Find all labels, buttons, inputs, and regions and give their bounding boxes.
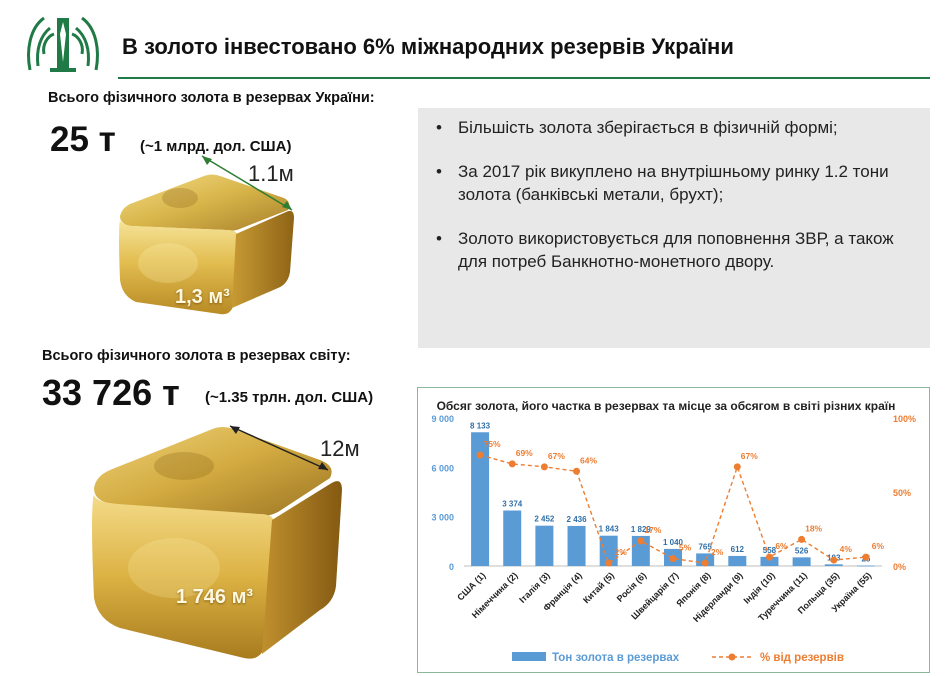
- world-gold-cube-image: [84, 418, 354, 673]
- bar: [760, 556, 779, 566]
- ukraine-dimension-arrow: [196, 150, 300, 221]
- percent-point: [765, 553, 773, 561]
- bar-value-label: 558: [763, 546, 777, 555]
- world-dimension-arrow: [224, 420, 336, 481]
- percent-point: [798, 535, 806, 543]
- bar-value-label: 526: [795, 546, 809, 555]
- right-axis-tick-label: 0%: [893, 562, 906, 572]
- bar-value-label: 8 133: [470, 421, 491, 430]
- legend-bar-label: Тон золота в резервах: [552, 652, 680, 664]
- info-bullet: За 2017 рік викуплено на внутрішньому ри…: [428, 160, 916, 206]
- percent-point: [573, 467, 581, 475]
- percent-value-label: 67%: [741, 451, 758, 461]
- bar: [728, 555, 747, 566]
- right-axis-tick-label: 50%: [893, 488, 911, 498]
- percent-value-label: 2%: [615, 547, 628, 557]
- world-gold-amount: 33 726 т: [42, 372, 180, 413]
- bar: [535, 525, 554, 566]
- bar: [503, 510, 522, 566]
- world-gold-value: (~1.35 трлн. дол. США): [205, 389, 374, 406]
- percent-value-label: 67%: [548, 451, 565, 461]
- slide-title: В золото інвестовано 6% міжнародних резе…: [122, 34, 734, 59]
- ukraine-cube-dimension: 1.1м: [248, 161, 294, 186]
- legend-line-label: % від резервів: [760, 652, 844, 664]
- bar-value-label: 1 040: [663, 538, 684, 547]
- percent-value-label: 64%: [580, 455, 597, 465]
- legend-bar-swatch: [512, 652, 546, 661]
- world-cube-volume: 1 746 м³: [176, 586, 254, 608]
- title-divider: [118, 77, 930, 79]
- percent-value-label: 2%: [711, 547, 724, 557]
- right-axis-tick-label: 100%: [893, 414, 916, 424]
- percent-value-label: 69%: [516, 448, 533, 458]
- category-label: Росія (6): [615, 570, 649, 604]
- bar-value-label: 3 374: [502, 500, 523, 509]
- ukraine-gold-amount: 25 т: [50, 120, 116, 159]
- bar: [599, 535, 618, 566]
- bar-value-label: 1 829: [631, 525, 652, 534]
- percent-value-label: 6%: [872, 541, 885, 551]
- percent-point: [605, 559, 613, 567]
- world-gold-label: Всього фізичного золота в резервах світу…: [42, 348, 351, 364]
- percent-point: [508, 460, 516, 468]
- percent-point: [701, 559, 709, 567]
- ukraine-gold-cube-image: [108, 168, 300, 325]
- percent-point: [669, 555, 677, 563]
- ukraine-gold-value: (~1 млрд. дол. США): [140, 138, 292, 155]
- info-bullet: Золото використовується для поповнення З…: [428, 227, 916, 273]
- percent-value-label: 4%: [840, 544, 853, 554]
- bar-value-label: 2 452: [534, 515, 555, 524]
- ukraine-cube-volume: 1,3 м³: [175, 286, 230, 308]
- percent-value-label: 5%: [679, 543, 692, 553]
- percent-point: [637, 537, 645, 545]
- info-panel: Більшість золота зберігається в фізичній…: [418, 108, 930, 348]
- chart-title: Обсяг золота, його частка в резервах та …: [436, 399, 896, 413]
- bar: [471, 432, 490, 566]
- percent-point: [733, 463, 741, 471]
- percent-point: [830, 556, 838, 564]
- left-axis-tick-label: 6 000: [431, 463, 454, 473]
- info-bullet: Більшість золота зберігається в фізичній…: [428, 116, 916, 139]
- ukraine-gold-label: Всього фізичного золота в резервах Украї…: [48, 90, 375, 106]
- bar: [567, 525, 586, 566]
- info-bullet-list: Більшість золота зберігається в фізичній…: [418, 108, 930, 273]
- percent-value-label: 17%: [644, 525, 661, 535]
- percent-point: [540, 463, 548, 471]
- category-label: Китай (5): [581, 570, 616, 605]
- chart-frame: [417, 387, 930, 673]
- nbu-logo: [24, 10, 102, 76]
- bar-value-label: 1 843: [599, 525, 620, 534]
- bar: [792, 557, 811, 566]
- bar-value-label: 2 436: [567, 515, 588, 524]
- bar-value-label: 612: [731, 545, 745, 554]
- world-cube-dimension: 12м: [320, 436, 360, 461]
- percent-value-label: 18%: [805, 523, 822, 533]
- percent-value-label: 75%: [484, 439, 501, 449]
- percent-point: [862, 553, 870, 561]
- category-label: США (1): [455, 570, 487, 602]
- left-axis-tick-label: 3 000: [431, 513, 454, 523]
- bar: [856, 565, 875, 567]
- bar: [824, 564, 843, 566]
- legend-line-marker: [728, 653, 736, 661]
- percent-value-label: 6%: [775, 541, 788, 551]
- percent-point: [476, 451, 484, 459]
- left-axis-tick-label: 0: [449, 562, 454, 572]
- bar-value-label: 765: [698, 542, 712, 551]
- left-axis-tick-label: 9 000: [431, 414, 454, 424]
